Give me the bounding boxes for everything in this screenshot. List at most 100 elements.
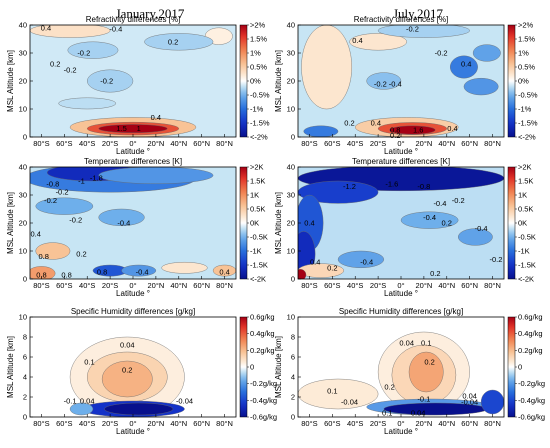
- contour-label: 0.4: [41, 23, 51, 32]
- contour-label: -0.4: [389, 79, 402, 88]
- colorbar-tick-label: 0.5K: [518, 205, 533, 214]
- x-tick-label: 40°N: [438, 139, 455, 148]
- x-tick-label: 80°N: [216, 419, 233, 428]
- colorbar: [507, 166, 516, 280]
- contour-label: -0.04: [341, 398, 358, 407]
- colorbar-tick-label: 1K: [518, 191, 527, 200]
- contour-label: -0.2: [69, 216, 82, 225]
- contour-label: 0.4: [304, 219, 314, 228]
- x-tick-label: 0°: [397, 281, 404, 290]
- colorbar-tick-label: 1.5%: [518, 35, 535, 44]
- y-tick-label: 0: [23, 133, 27, 142]
- field-region: [121, 264, 157, 277]
- contour-label: -0.8: [417, 182, 430, 191]
- field-region: [298, 263, 344, 278]
- x-tick-label: 60°N: [193, 281, 210, 290]
- colorbar-tick-label: -1.5%: [250, 119, 270, 128]
- field-region: [472, 44, 501, 62]
- colorbar: [239, 166, 248, 280]
- field-region: [400, 211, 459, 229]
- colorbar-tick-label: -1%: [250, 105, 264, 114]
- y-tick-label: 0: [291, 413, 295, 422]
- x-tick-label: 60°N: [461, 419, 478, 428]
- y-tick-label: 8: [23, 333, 27, 342]
- colorbar: [507, 24, 516, 138]
- x-tick-label: 40°N: [438, 281, 455, 290]
- panel-refr-jan: Refractivity differences [%] 0 10 20 30 40 80°…: [6, 15, 270, 156]
- field-region: [35, 197, 94, 215]
- panel-hum-jul: Specific Humidity differences [g/kg] 0 2 4 6…: [274, 307, 545, 436]
- x-tick-label: 0°: [129, 139, 136, 148]
- x-tick-label: 60°N: [193, 419, 210, 428]
- panel-title: Refractivity differences [%]: [354, 15, 449, 24]
- contour-label: 0.2: [168, 37, 178, 46]
- column-title-july: July,2017: [393, 6, 444, 21]
- x-axis-label: Latitude °: [116, 147, 150, 156]
- field-region: [337, 250, 385, 268]
- contour-label: 0.8: [39, 252, 49, 261]
- colorbar-tick-label: -1%: [518, 105, 532, 114]
- contour-label: -1.8: [90, 174, 103, 183]
- panel-title: Refractivity differences [%]: [86, 15, 181, 24]
- contour-label: 0.8: [61, 270, 71, 279]
- x-tick-label: 20°S: [370, 281, 386, 290]
- field-region: [458, 228, 493, 246]
- x-tick-label: 60°S: [324, 281, 340, 290]
- colorbar-tick-label: 0.6g/kg: [518, 313, 543, 322]
- x-tick-label: 80°N: [216, 139, 233, 148]
- colorbar-tick-label: -1.5K: [518, 261, 536, 270]
- contour-label: 0.1: [84, 358, 94, 367]
- contour-label: 0.4: [151, 113, 161, 122]
- field-region: [101, 360, 153, 398]
- x-tick-label: 20°N: [416, 281, 433, 290]
- field-layer: [298, 167, 504, 279]
- contour-label: -0.2: [435, 49, 448, 58]
- x-tick-label: 60°S: [56, 139, 72, 148]
- colorbar-tick-label: 0.2g/kg: [518, 346, 543, 355]
- x-tick-label: 40°N: [170, 281, 187, 290]
- contour-label: 0.4: [352, 36, 362, 45]
- colorbar-tick-label: 0.4g/kg: [250, 329, 275, 338]
- field-region: [58, 97, 117, 110]
- contour-label: 0.2: [390, 131, 400, 140]
- y-tick-label: 10: [19, 105, 27, 114]
- contour-label: -0.4: [475, 224, 488, 233]
- contour-label: 0.4: [310, 258, 320, 267]
- y-tick-label: 0: [23, 275, 27, 284]
- contour-label: 0.8: [36, 270, 46, 279]
- x-axis-label: Latitude °: [384, 147, 418, 156]
- column-title-january: January,2017: [116, 6, 185, 21]
- colorbar-tick-label: 0%: [518, 77, 529, 86]
- field-region: [144, 33, 214, 51]
- contour-label: 1.5: [116, 124, 126, 133]
- colorbar-tick-label: -0.5K: [250, 233, 268, 242]
- field-region: [298, 180, 379, 204]
- colorbar-tick-label: 1.5%: [250, 35, 267, 44]
- contour-label: 0.2: [424, 358, 434, 367]
- colorbar-tick-label: <-2K: [518, 275, 534, 284]
- field-region: [30, 266, 56, 279]
- y-tick-label: 0: [291, 133, 295, 142]
- contour-label: 0.2: [442, 219, 452, 228]
- x-axis-label: Latitude °: [384, 427, 418, 436]
- colorbar: [239, 316, 248, 418]
- y-tick-label: 40: [19, 21, 27, 30]
- field-region: [389, 125, 436, 135]
- x-tick-label: 20°N: [148, 139, 165, 148]
- colorbar-tick-label: 1K: [250, 191, 259, 200]
- x-tick-label: 40°S: [347, 281, 363, 290]
- colorbar-tick-label: -0.6g/kg: [250, 413, 277, 422]
- x-tick-label: 40°S: [79, 419, 95, 428]
- x-tick-label: 40°N: [438, 419, 455, 428]
- y-tick-label: 30: [19, 191, 27, 200]
- x-tick-label: 20°S: [370, 139, 386, 148]
- contour-label: -0.2: [452, 196, 465, 205]
- colorbar: [507, 316, 516, 418]
- x-tick-label: 40°S: [79, 139, 95, 148]
- contour-label: -0.2: [77, 49, 90, 58]
- contour-label: 0.04: [411, 409, 426, 418]
- contour-label: 0.4: [447, 124, 457, 133]
- contour-label: 0.4: [31, 230, 41, 239]
- panel-title: Specific Humidity differences [g/kg]: [71, 307, 195, 316]
- y-axis-label: MSL Altitude [km]: [6, 336, 15, 398]
